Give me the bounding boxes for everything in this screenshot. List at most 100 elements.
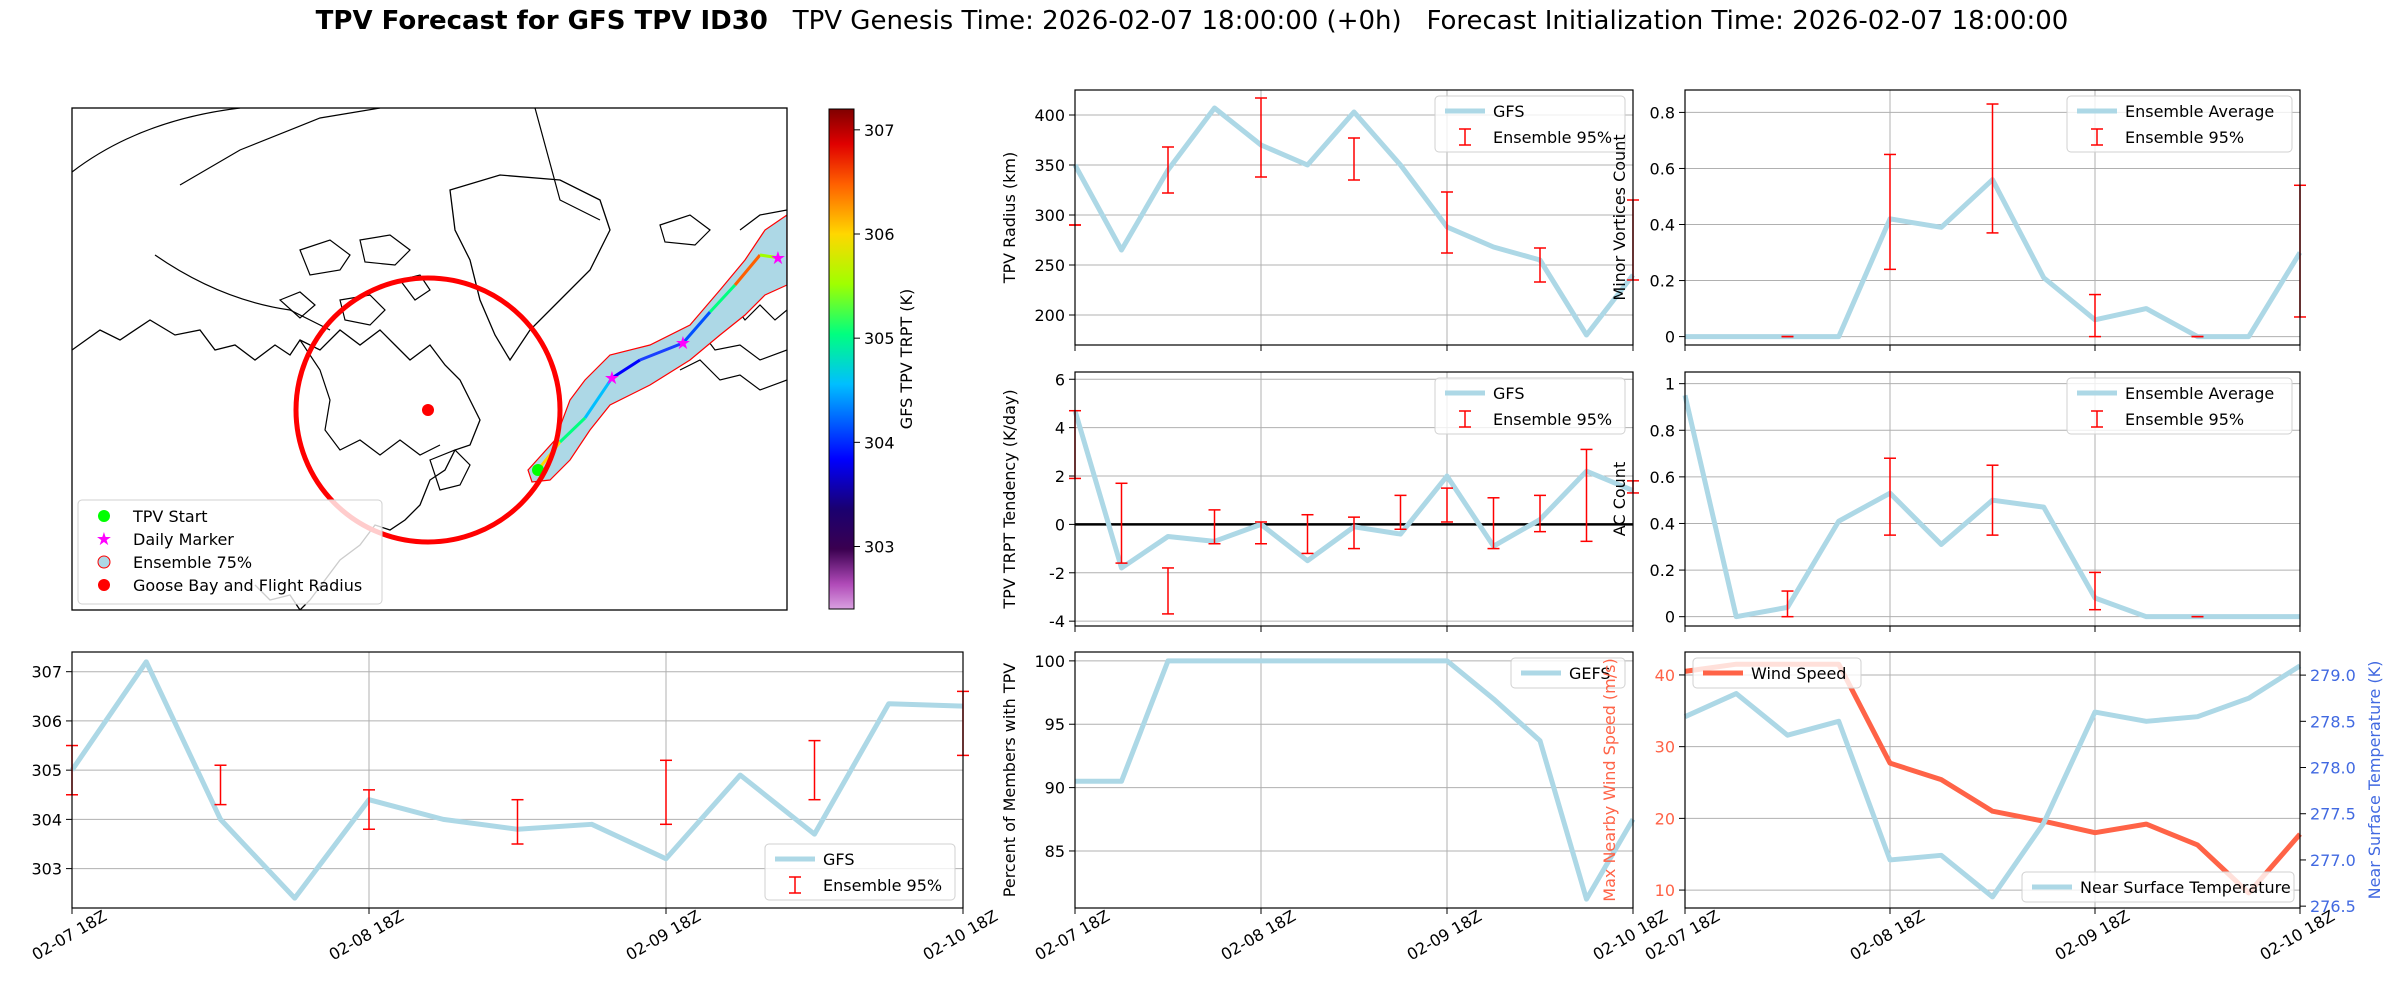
y2-axis-label: Near Surface Temperature (K) bbox=[2365, 661, 2384, 900]
legend: GFS Ensemble 95% bbox=[764, 843, 956, 901]
y-tick-label: 30 bbox=[1655, 738, 1675, 757]
y-axis-label: Percent of Members with TPV bbox=[1000, 663, 1019, 897]
legend-label: Ensemble 95% bbox=[823, 876, 942, 895]
map-content: ★ ★ ★ TPV Start ★ Daily Marker Ensemble … bbox=[72, 108, 787, 610]
legend-label: Ensemble 95% bbox=[1493, 128, 1612, 147]
map-panel: ★ ★ ★ TPV Start ★ Daily Marker Ensemble … bbox=[71, 107, 916, 611]
tpv-track-segment bbox=[733, 254, 762, 286]
legend-box bbox=[1510, 657, 1626, 689]
y-tick-label: 85 bbox=[1045, 842, 1065, 861]
legend: GFS Ensemble 95% bbox=[1434, 95, 1626, 153]
daily-marker: ★ bbox=[675, 333, 691, 354]
legend: Ensemble Average Ensemble 95% bbox=[2066, 95, 2293, 153]
series-line-temperature bbox=[1683, 663, 2302, 900]
legend-start-icon bbox=[98, 510, 110, 522]
y-tick-label: 306 bbox=[31, 712, 62, 731]
legend-label: Ensemble Average bbox=[2125, 384, 2274, 403]
y-tick-label: 10 bbox=[1655, 881, 1675, 900]
legend-label: Wind Speed bbox=[1751, 664, 1846, 683]
legend-goosebay-icon bbox=[98, 579, 110, 591]
y-tick-label: -4 bbox=[1049, 612, 1065, 631]
title-genesis: TPV Genesis Time: 2026-02-07 18:00:00 (+… bbox=[792, 6, 1402, 36]
x-tick-label: 02-07 18Z bbox=[1032, 906, 1113, 964]
map-legend-ensemble: Ensemble 75% bbox=[133, 553, 252, 572]
y-tick-label: 200 bbox=[1034, 306, 1065, 325]
y-axis-label: TPV TRPT Tendency (K/day) bbox=[1000, 389, 1019, 609]
title-init: Forecast Initialization Time: 2026-02-07… bbox=[1426, 6, 2069, 36]
legend-box bbox=[2021, 871, 2295, 903]
daily-marker: ★ bbox=[604, 368, 620, 389]
y-tick-label: 0.2 bbox=[1650, 272, 1675, 291]
y-tick-label: 0.4 bbox=[1650, 514, 1675, 533]
y-tick-label: 20 bbox=[1655, 809, 1675, 828]
tpv-track-segment bbox=[681, 311, 712, 344]
y-tick-label: 250 bbox=[1034, 256, 1065, 275]
map-coastline-north-america bbox=[72, 319, 481, 610]
y2-tick-label: 278.0 bbox=[2310, 759, 2356, 778]
colorbar-label: GFS TPV TRPT (K) bbox=[897, 289, 916, 429]
legend-label: GEFS bbox=[1569, 664, 1611, 683]
axes-frame bbox=[71, 651, 964, 909]
y-tick-label: 304 bbox=[31, 810, 62, 829]
series-line-percent bbox=[1075, 658, 1636, 902]
y-tick-label: 0 bbox=[1665, 328, 1675, 347]
map-greenland bbox=[449, 174, 611, 362]
tpv-track-segment bbox=[558, 416, 587, 444]
y-tick-label: 303 bbox=[31, 860, 62, 879]
y2-tick-label: 277.0 bbox=[2310, 851, 2356, 870]
chart-trpt: 303 304 305 306 307 02-07 18Z 02-08 18Z 02-09 1… bbox=[29, 651, 1001, 964]
daily-marker: ★ bbox=[770, 248, 786, 269]
map-island bbox=[278, 291, 316, 319]
legend: GEFS bbox=[1510, 657, 1626, 689]
map-graticule-line bbox=[154, 254, 331, 331]
y-axis-label: Minor Vortices Count bbox=[1610, 134, 1629, 300]
y2-tick-label: 276.5 bbox=[2310, 897, 2356, 916]
legend-label: Ensemble 95% bbox=[2125, 410, 2244, 429]
y-axis-label: Max Nearby Wind Speed (m/s) bbox=[1600, 658, 1619, 901]
ensemble-75-region bbox=[527, 214, 787, 483]
axes-frame bbox=[1684, 371, 2301, 627]
legend-ensemble-icon bbox=[97, 555, 111, 569]
map-legend-start: TPV Start bbox=[132, 507, 208, 526]
tpv-start-marker bbox=[532, 464, 544, 476]
y-tick-label: 2 bbox=[1055, 467, 1065, 486]
chart-radius: 200 250 300 350 400 TPV Radius (km) GFS Ensembl… bbox=[1000, 89, 1639, 351]
flight-radius-circle bbox=[293, 275, 563, 545]
y-tick-label: 0.8 bbox=[1650, 421, 1675, 440]
goose-bay-marker bbox=[422, 404, 434, 416]
tpv-track-segment bbox=[583, 377, 614, 419]
y-tick-label: 0 bbox=[1665, 608, 1675, 627]
legend-label: GFS bbox=[1493, 384, 1524, 403]
y-tick-label: -2 bbox=[1049, 564, 1065, 583]
x-tick-label: 02-08 18Z bbox=[326, 906, 407, 964]
legend-star-icon: ★ bbox=[96, 529, 112, 550]
legend-label: Ensemble 95% bbox=[1493, 410, 1612, 429]
y-tick-label: 0.8 bbox=[1650, 103, 1675, 122]
y-tick-label: 400 bbox=[1034, 106, 1065, 125]
legend-label: GFS bbox=[1493, 102, 1524, 121]
legend-label: Ensemble 95% bbox=[2125, 128, 2244, 147]
colorbar-tick-label: 304 bbox=[864, 433, 895, 452]
y-tick-label: 300 bbox=[1034, 206, 1065, 225]
y-tick-label: 90 bbox=[1045, 779, 1065, 798]
series-line-wind bbox=[1684, 661, 2302, 896]
y-tick-label: 0.6 bbox=[1650, 159, 1675, 178]
chart-tendency: -4 -2 0 2 4 6 TPV TRPT Tendency (K/day) GFS Ense… bbox=[1000, 370, 1639, 632]
title-bold: TPV Forecast for GFS TPV ID30 bbox=[315, 6, 768, 36]
legend-label: Near Surface Temperature bbox=[2080, 878, 2291, 897]
axes-frame bbox=[1074, 371, 1634, 627]
axes-frame bbox=[1684, 89, 2301, 346]
x-tick-label: 02-09 18Z bbox=[623, 906, 704, 964]
map-frame bbox=[71, 107, 788, 611]
x-tick-label: 02-09 18Z bbox=[2052, 906, 2133, 964]
y2-tick-label: 278.5 bbox=[2310, 712, 2356, 731]
map-graticule-line bbox=[534, 108, 601, 221]
x-tick-label: 02-08 18Z bbox=[1218, 906, 1299, 964]
legend: GFS Ensemble 95% bbox=[1434, 377, 1626, 435]
map-legend-goosebay: Goose Bay and Flight Radius bbox=[133, 576, 362, 595]
y-tick-label: 0.4 bbox=[1650, 216, 1675, 235]
legend-box bbox=[1692, 657, 1862, 689]
